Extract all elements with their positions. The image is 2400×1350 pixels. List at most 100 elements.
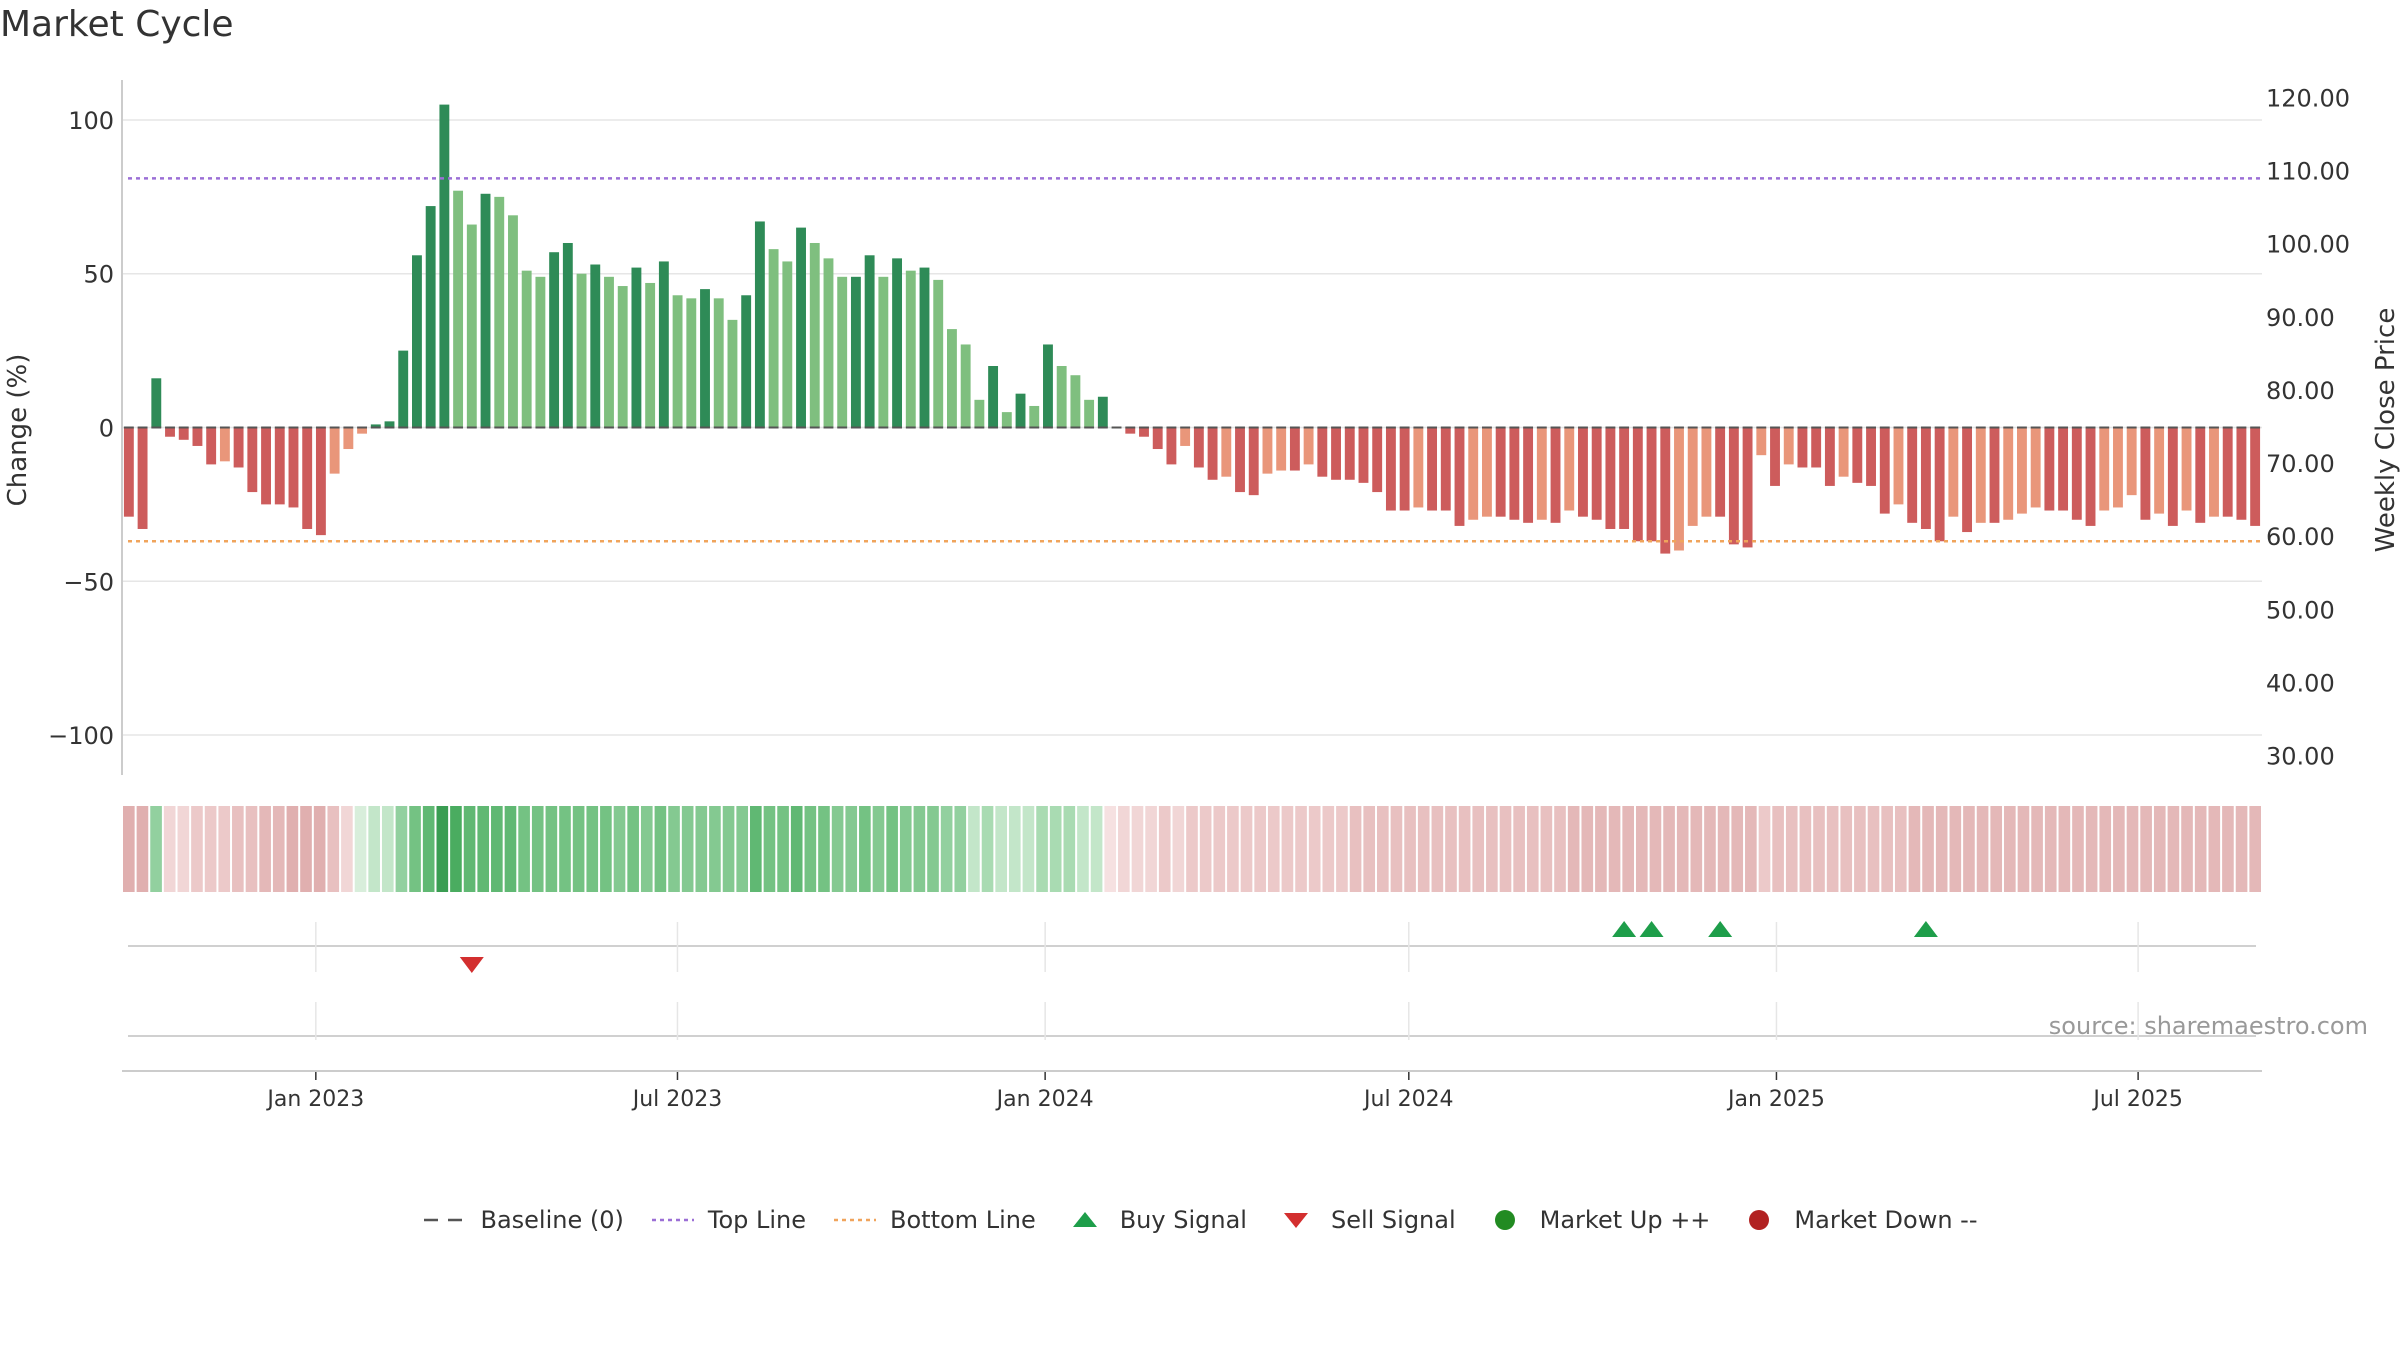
strength-cell	[1676, 806, 1689, 892]
y2-axis-label: Weekly Close Price	[2371, 308, 2400, 553]
strength-cell	[2140, 806, 2152, 892]
strength-cell	[1949, 806, 1962, 892]
bar	[2222, 427, 2233, 517]
triangle-up-icon	[1062, 1208, 1108, 1232]
bar	[1372, 427, 1383, 493]
buy-signal-marker	[1612, 921, 1637, 937]
bar	[1797, 427, 1808, 468]
bar	[1276, 427, 1287, 471]
strength-cell	[2031, 806, 2043, 892]
y2-tick-label: 120.00	[2266, 84, 2350, 112]
strength-cell	[177, 806, 190, 892]
strength-cell	[1213, 806, 1226, 892]
strength-cell	[613, 806, 626, 892]
y2-tick-label: 70.00	[2266, 450, 2335, 478]
x-tick-label: Jul 2023	[631, 1087, 723, 1112]
strength-cell	[709, 806, 721, 892]
dash-line-icon	[422, 1208, 468, 1232]
bar	[466, 224, 477, 428]
strength-cell	[1785, 806, 1798, 892]
strength-cell	[1390, 806, 1403, 892]
sell-signal-marker	[459, 957, 484, 973]
bar	[206, 427, 217, 465]
bar	[192, 427, 203, 446]
strength-cell	[204, 806, 217, 892]
strength-cell	[695, 806, 708, 892]
bar	[302, 427, 313, 529]
strength-cell	[1499, 806, 1512, 892]
strength-cell	[640, 806, 653, 892]
strength-cell	[1854, 806, 1866, 892]
bar	[754, 221, 765, 428]
strength-cell	[1649, 806, 1662, 892]
bar	[2154, 427, 2165, 514]
bar	[562, 242, 573, 428]
strength-cell	[1635, 806, 1648, 892]
bar	[1756, 427, 1767, 456]
bar	[1495, 427, 1506, 517]
bar	[1344, 427, 1355, 480]
strength-cell	[627, 806, 639, 892]
bar	[1413, 427, 1424, 508]
strength-cell	[1622, 806, 1634, 892]
bar	[1125, 427, 1136, 434]
strength-cell	[995, 806, 1007, 892]
y2-axis-ticks: 120.00 110.00 100.00 90.00 80.00 70.00 60.00 50…	[2266, 84, 2350, 770]
x-tick-label: Jan 2024	[995, 1087, 1094, 1112]
strength-cell	[1077, 806, 1089, 892]
bar	[1015, 393, 1026, 428]
strength-cell	[1131, 806, 1144, 892]
legend-item-baseline: Baseline (0)	[422, 1206, 624, 1234]
strength-cell	[586, 806, 599, 892]
strength-cell	[381, 806, 394, 892]
bar	[2044, 427, 2055, 511]
bar	[2017, 427, 2027, 514]
bar	[357, 427, 368, 434]
bar	[1578, 427, 1588, 517]
bar	[686, 298, 697, 428]
bar	[1770, 427, 1780, 486]
bar	[1715, 427, 1726, 517]
strength-cell	[1404, 806, 1416, 892]
bar	[1248, 427, 1259, 496]
strength-cell	[1445, 806, 1457, 892]
strength-cell	[940, 806, 953, 892]
bar	[1989, 427, 2000, 523]
strength-cell	[2194, 806, 2207, 892]
strength-cell	[600, 806, 612, 892]
bar	[480, 193, 491, 428]
bar	[1207, 427, 1218, 480]
bar	[535, 276, 546, 428]
bar	[1001, 412, 1012, 428]
legend-label: Sell Signal	[1330, 1206, 1456, 1234]
strength-cell	[1894, 806, 1907, 892]
strength-cell	[750, 806, 762, 892]
strength-cell	[300, 806, 312, 892]
dotted-line-icon	[650, 1208, 696, 1232]
strength-cell	[477, 806, 490, 892]
bar	[1331, 427, 1341, 480]
strength-cell	[1526, 806, 1539, 892]
grid-lines	[122, 119, 2262, 736]
bar	[384, 421, 395, 428]
source-credit: source: sharemaestro.com	[2049, 1012, 2368, 1040]
bar	[1235, 427, 1245, 493]
strength-cell	[1158, 806, 1171, 892]
bar	[947, 329, 957, 428]
bar	[165, 427, 175, 437]
strength-cell	[1336, 806, 1348, 892]
bar	[1550, 427, 1561, 523]
strength-cell	[1486, 806, 1498, 892]
bar	[2140, 427, 2151, 520]
strength-cell	[872, 806, 885, 892]
strength-cell	[2249, 806, 2261, 892]
strength-cell	[313, 806, 326, 892]
strength-cell	[1540, 806, 1553, 892]
bar	[1619, 427, 1630, 529]
bar	[960, 344, 971, 428]
strength-cell	[1963, 806, 1975, 892]
strength-cell	[1704, 806, 1716, 892]
strength-cell	[1281, 806, 1294, 892]
bar	[343, 427, 354, 450]
